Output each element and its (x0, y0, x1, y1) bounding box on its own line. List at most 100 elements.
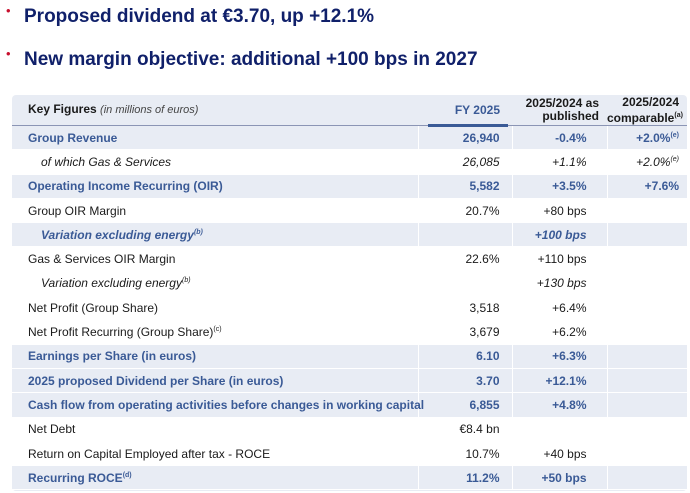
fy-2025-value: 26,940 (417, 125, 512, 151)
row-label-note: (b) (181, 277, 191, 285)
row-label-cell: Group Revenue (12, 125, 418, 151)
fy-2025-value (417, 271, 512, 297)
row-label-cell: Recurring ROCE(d) (12, 465, 418, 491)
header-comparable-note: (a) (674, 111, 683, 119)
header-key-figures: Key Figures (in millions of euros) (12, 95, 418, 126)
bullet-marker: • (6, 3, 11, 18)
comparable-change-cell: +2.0%(e) (606, 149, 687, 175)
comparable-change-note: (e) (670, 155, 679, 163)
fy-2025-value: 6.10 (417, 344, 512, 369)
table-row: 2025 proposed Dividend per Share (in eur… (12, 368, 687, 394)
published-change-value: +130 bps (511, 271, 607, 297)
row-label-cell: Variation excluding energy(b) (12, 222, 418, 248)
comparable-change-cell: +2.0%(e) (606, 125, 687, 151)
row-label-note: (c) (213, 326, 222, 334)
row-label-cell: Operating Income Recurring (OIR) (12, 174, 418, 199)
fy-2025-value: 5,582 (417, 174, 512, 199)
comparable-change-cell (606, 246, 687, 272)
bullet-marker: • (6, 46, 11, 61)
row-label: Variation excluding energy (41, 276, 182, 291)
header-published-line1: 2025/2024 as (525, 96, 599, 110)
published-change-value: +110 bps (511, 246, 607, 272)
published-change-value: +100 bps (511, 222, 607, 248)
row-label-cell: Earnings per Share (in euros) (12, 344, 418, 369)
table-row: Return on Capital Employed after tax - R… (12, 441, 687, 467)
row-label-cell: Return on Capital Employed after tax - R… (12, 441, 418, 467)
fy-2025-value: 3.70 (417, 368, 512, 394)
header-published: 2025/2024 as published (512, 95, 607, 126)
fy-2025-value: 11.2% (417, 465, 512, 491)
row-label: Return on Capital Employed after tax - R… (28, 446, 271, 461)
fy-2025-value: 3,679 (417, 319, 512, 345)
published-change-value: +12.1% (511, 368, 607, 394)
fy-2025-value: 22.6% (417, 246, 512, 272)
header-comparable-line2: comparable (607, 110, 675, 125)
comparable-change-value: +2.0% (636, 130, 671, 145)
comparable-change-cell (606, 319, 687, 345)
table-row: Net Profit (Group Share) 3,518 +6.4% (12, 295, 687, 321)
highlight-item: • Proposed dividend at €3.70, up +12.1% (6, 4, 686, 29)
published-change-value: +80 bps (511, 198, 607, 224)
header-label-sub: (in millions of euros) (100, 104, 199, 116)
row-label: Group OIR Margin (28, 203, 127, 218)
fy-2025-value (417, 222, 512, 248)
table-row: Net Profit Recurring (Group Share)(c) 3,6… (12, 319, 687, 345)
table-row: Cash flow from operating activities befo… (12, 392, 687, 418)
key-figures-table-container: Key Figures (in millions of euros) FY 20… (12, 95, 687, 491)
comparable-change-cell (606, 368, 687, 394)
header-published-line2: published (542, 109, 599, 123)
row-label-note: (d) (122, 471, 132, 479)
row-label: Cash flow from operating activities befo… (28, 397, 425, 412)
published-change-value: +6.2% (511, 319, 607, 345)
fy-2025-value: 3,518 (417, 295, 512, 321)
row-label: Net Profit (Group Share) (28, 300, 159, 315)
row-label-note: (b) (193, 228, 203, 236)
table-header-row: Key Figures (in millions of euros) FY 20… (12, 94, 687, 127)
comparable-change-cell (606, 344, 687, 369)
highlight-text: New margin objective: additional +100 bp… (24, 49, 478, 70)
fy-2025-value: €8.4 bn (417, 417, 512, 442)
comparable-change-cell (606, 441, 687, 467)
published-change-value: +4.8% (511, 392, 607, 418)
row-label: 2025 proposed Dividend per Share (in eur… (28, 373, 284, 388)
row-label-cell: 2025 proposed Dividend per Share (in eur… (12, 368, 418, 394)
comparable-change-note: (e) (670, 131, 679, 139)
header-comparable-line1: 2025/2024 (622, 94, 679, 109)
published-change-value: +6.3% (511, 344, 607, 369)
row-label: Gas & Services OIR Margin (28, 252, 176, 267)
key-figures-table: Key Figures (in millions of euros) FY 20… (12, 94, 687, 491)
row-label: Net Profit Recurring (Group Share) (28, 325, 214, 340)
highlight-text: Proposed dividend at €3.70, up +12.1% (24, 6, 375, 27)
row-label: Earnings per Share (in euros) (28, 349, 197, 364)
row-label-cell: Group OIR Margin (12, 198, 418, 224)
row-label-cell: Net Profit Recurring (Group Share)(c) (12, 319, 418, 345)
published-change-value: +6.4% (511, 295, 607, 321)
comparable-change-value: +7.6% (644, 179, 679, 194)
comparable-change-cell: +7.6% (606, 174, 687, 199)
comparable-change-value: +2.0% (636, 154, 671, 169)
row-label: Net Debt (28, 422, 76, 437)
published-change-value: +3.5% (511, 174, 607, 199)
row-label-cell: Variation excluding energy(b) (12, 271, 418, 297)
fy-2025-value: 10.7% (417, 441, 512, 467)
table-row: of which Gas & Services 26,085 +1.1% +2.0%(… (12, 149, 687, 175)
row-label: of which Gas & Services (41, 154, 172, 169)
comparable-change-cell (606, 271, 687, 297)
highlights-list: • Proposed dividend at €3.70, up +12.1% … (6, 4, 686, 90)
comparable-change-cell (606, 465, 687, 491)
comparable-change-cell (606, 392, 687, 418)
comparable-change-cell (606, 295, 687, 321)
published-change-value (511, 417, 607, 442)
row-label-cell: Gas & Services OIR Margin (12, 246, 418, 272)
table-row: Gas & Services OIR Margin 22.6% +110 bps (12, 246, 687, 272)
header-fy-2025: FY 2025 (418, 95, 512, 127)
published-change-value: +40 bps (511, 441, 607, 467)
table-row: Operating Income Recurring (OIR) 5,582 +3.… (12, 174, 687, 199)
row-label: Recurring ROCE (28, 470, 123, 485)
row-label: Group Revenue (28, 130, 118, 145)
row-label-cell: Cash flow from operating activities befo… (12, 392, 424, 418)
row-label: Operating Income Recurring (OIR) (28, 179, 223, 194)
table-row: Group OIR Margin 20.7% +80 bps (12, 198, 687, 224)
row-label-cell: Net Profit (Group Share) (12, 295, 418, 321)
row-label: Variation excluding energy (41, 227, 194, 242)
